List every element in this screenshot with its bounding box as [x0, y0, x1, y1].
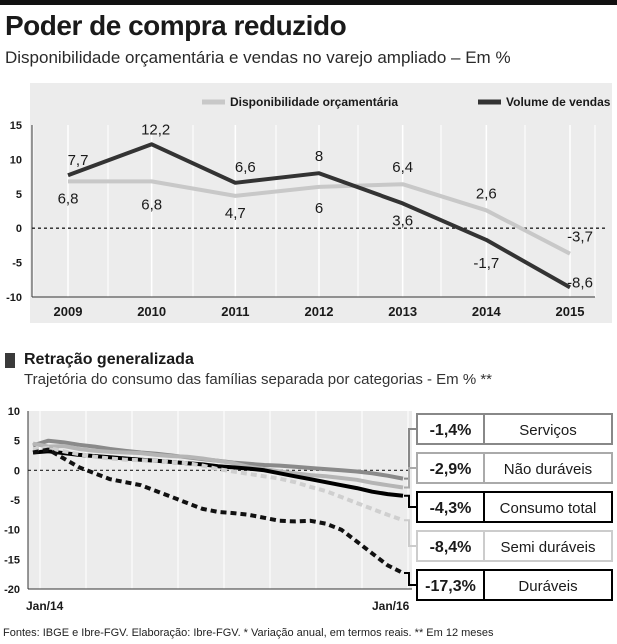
callout-box-servicos — [416, 413, 613, 445]
data-label-disponibilidade-orcamentaria: 6,8 — [141, 196, 162, 213]
section-marker — [5, 353, 15, 368]
chart2-x-tick-end: Jan/16 — [372, 599, 410, 613]
series-line-servicos — [32, 438, 404, 481]
data-label-volume-de-vendas: -8,6 — [567, 274, 593, 291]
chart1-y-tick: 10 — [10, 154, 22, 166]
callout-name-servicos: Serviços — [519, 422, 577, 439]
series-line-volume-de-vendas — [67, 142, 571, 290]
callout-connector-consumo-total — [404, 494, 417, 508]
data-label-volume-de-vendas: -1,7 — [473, 255, 499, 272]
data-label-disponibilidade-orcamentaria: 2,6 — [476, 185, 497, 202]
callout-name-semi-duraveis: Semi duráveis — [500, 539, 595, 556]
chart2-y-tick: 5 — [14, 436, 20, 448]
chart1-y-tick: 0 — [16, 223, 22, 235]
chart1-x-tick: 2011 — [221, 304, 249, 319]
callout-name-consumo-total: Consumo total — [500, 500, 597, 517]
chart1-panel — [30, 83, 612, 323]
chart1-y-tick: 5 — [16, 189, 22, 201]
data-label-disponibilidade-orcamentaria: 4,7 — [225, 205, 246, 222]
chart1-x-tick: 2015 — [556, 304, 585, 319]
callout-connector-nao-duraveis — [404, 467, 417, 489]
chart2-y-tick: 0 — [14, 465, 20, 477]
chart1-x-tick: 2014 — [472, 304, 502, 319]
chart1-x-tick: 2009 — [54, 304, 83, 319]
callout-box-consumo-total — [416, 491, 613, 523]
chart1-y-tick: -5 — [12, 258, 22, 270]
chart1-x-tick: 2013 — [388, 304, 417, 319]
data-label-volume-de-vendas: 3,6 — [392, 212, 413, 229]
chart1-y-tick: 15 — [10, 120, 22, 132]
chart2-y-tick: -5 — [10, 495, 20, 507]
section2-header: Retração generalizada Trajetória do cons… — [5, 351, 615, 395]
callout-box-nao-duraveis — [416, 452, 613, 484]
chart2-x-tick-start: Jan/14 — [26, 599, 64, 613]
data-label-disponibilidade-orcamentaria: 6,8 — [58, 190, 79, 207]
callout-value-consumo-total: -4,3% — [430, 500, 472, 517]
section2-title: Retração generalizada — [24, 351, 194, 368]
chart2-y-tick: -10 — [4, 525, 20, 537]
series-line-consumo-total — [32, 449, 404, 498]
callout-connector-duraveis — [404, 572, 417, 586]
series-line-semi-duraveis — [32, 445, 404, 523]
data-label-volume-de-vendas: 7,7 — [68, 152, 89, 169]
data-label-volume-de-vendas: 8 — [315, 148, 323, 165]
chart2-y-tick: -15 — [4, 554, 20, 566]
page-subtitle: Disponibilidade orçamentária e vendas no… — [5, 48, 511, 67]
callout-value-semi-duraveis: -8,4% — [430, 539, 472, 556]
callout-value-duraveis: -17,3% — [425, 578, 476, 595]
callout-name-duraveis: Duráveis — [518, 578, 577, 595]
legend-label-disponibilidade: Disponibilidade orçamentária — [230, 95, 398, 109]
series-line-nao-duraveis — [32, 441, 404, 490]
legend-label-vendas: Volume de vendas — [506, 95, 611, 109]
top-rule — [0, 0, 617, 5]
chart1-x-tick: 2010 — [137, 304, 166, 319]
chart1-y-tick: -10 — [6, 292, 22, 304]
data-label-volume-de-vendas: 6,6 — [235, 159, 256, 176]
callout-value-nao-duraveis: -2,9% — [430, 461, 472, 478]
callout-box-duraveis — [416, 569, 613, 601]
series-line-disponibilidade-orcamentaria — [68, 179, 571, 256]
data-label-disponibilidade-orcamentaria: 6 — [315, 200, 323, 217]
callout-box-semi-duraveis — [416, 530, 613, 562]
callout-name-nao-duraveis: Não duráveis — [504, 461, 592, 478]
callout-connector-semi-duraveis — [404, 519, 417, 547]
data-label-disponibilidade-orcamentaria: 6,4 — [392, 159, 413, 176]
chart1-x-tick: 2012 — [305, 304, 334, 319]
series-line-duraveis — [32, 447, 404, 575]
callout-connector-servicos — [404, 428, 417, 480]
page-title: Poder de compra reduzido — [5, 10, 347, 41]
callout-value-servicos: -1,4% — [430, 422, 472, 439]
chart-purchasing-power: 2009 2010 2011 2012 2013 2014 2015 15 10 5 0 -5 -10 D… — [6, 83, 612, 323]
chart2-y-tick: 10 — [8, 406, 20, 418]
sources-footer: Fontes: IBGE e Ibre-FGV. Elaboração: Ibr… — [3, 627, 494, 639]
data-label-volume-de-vendas: 12,2 — [141, 121, 170, 138]
chart2-y-tick: -20 — [4, 584, 20, 596]
chart2-panel — [28, 411, 412, 589]
section2-subtitle: Trajetória do consumo das famílias separ… — [24, 371, 492, 388]
data-label-disponibilidade-orcamentaria: -3,7 — [567, 229, 593, 246]
